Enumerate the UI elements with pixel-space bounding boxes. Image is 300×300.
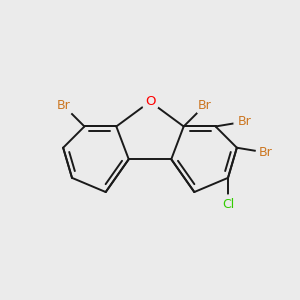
Text: Cl: Cl <box>222 198 234 211</box>
Text: O: O <box>145 95 155 108</box>
Text: Br: Br <box>56 99 70 112</box>
Text: Br: Br <box>238 115 251 128</box>
Text: Br: Br <box>259 146 273 159</box>
Text: Br: Br <box>198 99 212 112</box>
